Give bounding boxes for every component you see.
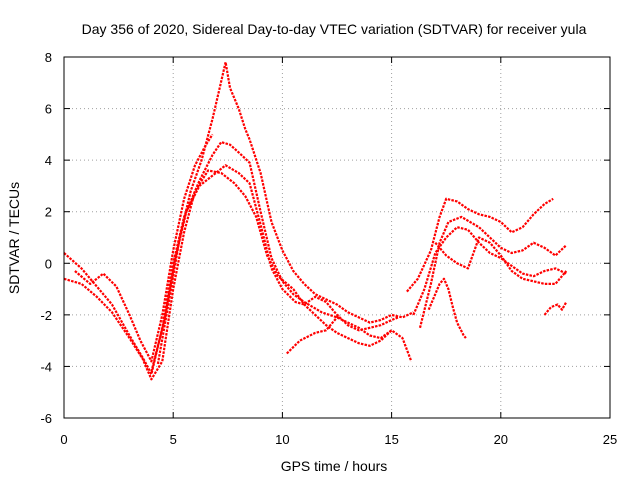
y-axis-label: SDTVAR / TECUs — [6, 182, 22, 294]
data-series-trace — [434, 236, 568, 285]
x-tick-label: 15 — [384, 432, 398, 447]
data-series-trace — [156, 61, 414, 365]
plot-frame — [63, 56, 611, 419]
y-tick-label: -6 — [40, 411, 52, 426]
y-tick-label: 4 — [45, 153, 52, 168]
data-series-trace — [74, 133, 214, 363]
y-tick-label: 2 — [45, 205, 52, 220]
x-tick-label: 20 — [494, 432, 508, 447]
data-series-trace — [406, 197, 554, 293]
data-series-trace — [543, 301, 568, 316]
data-series-trace — [286, 314, 341, 355]
y-tick-label: 0 — [45, 256, 52, 271]
data-series-trace — [412, 226, 567, 316]
y-tick-label: 6 — [45, 102, 52, 117]
data-series-trace — [63, 169, 393, 381]
chart-title: Day 356 of 2020, Sidereal Day-to-day VTE… — [82, 21, 587, 37]
x-tick-label: 10 — [275, 432, 289, 447]
y-tick-label: -2 — [40, 308, 52, 323]
axis-ticks: 0 5 10 15 20 25 -6 -4 -2 0 2 4 6 8 — [40, 50, 617, 447]
y-tick-label: -4 — [40, 359, 52, 374]
x-tick-label: 0 — [60, 432, 67, 447]
x-tick-label: 5 — [170, 432, 177, 447]
data-series-trace — [427, 277, 467, 339]
data-series-trace — [418, 215, 568, 329]
x-axis-label: GPS time / hours — [281, 458, 388, 474]
data-series-trace — [63, 141, 413, 376]
data-series-trace — [150, 164, 399, 372]
y-tick-label: 8 — [45, 50, 52, 65]
x-tick-label: 25 — [603, 432, 617, 447]
data-traces — [63, 61, 568, 381]
